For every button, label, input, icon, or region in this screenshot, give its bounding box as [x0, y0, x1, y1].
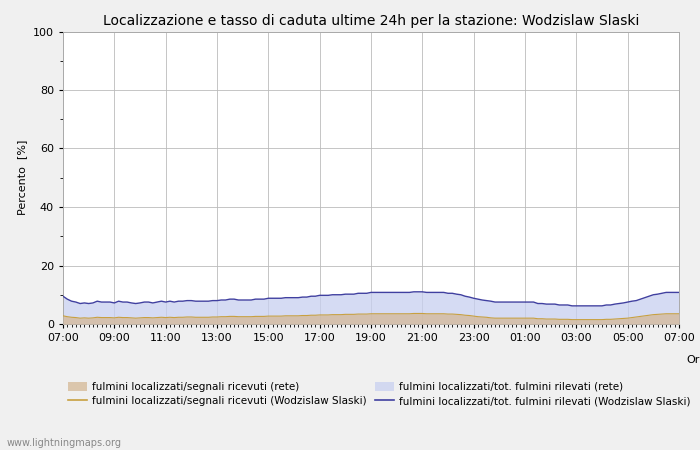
Text: Orario: Orario	[686, 355, 700, 365]
Y-axis label: Percento  [%]: Percento [%]	[18, 140, 27, 216]
Title: Localizzazione e tasso di caduta ultime 24h per la stazione: Wodzislaw Slaski: Localizzazione e tasso di caduta ultime …	[103, 14, 639, 27]
Text: www.lightningmaps.org: www.lightningmaps.org	[7, 438, 122, 448]
Legend: fulmini localizzati/segnali ricevuti (rete), fulmini localizzati/segnali ricevut: fulmini localizzati/segnali ricevuti (re…	[68, 382, 691, 406]
